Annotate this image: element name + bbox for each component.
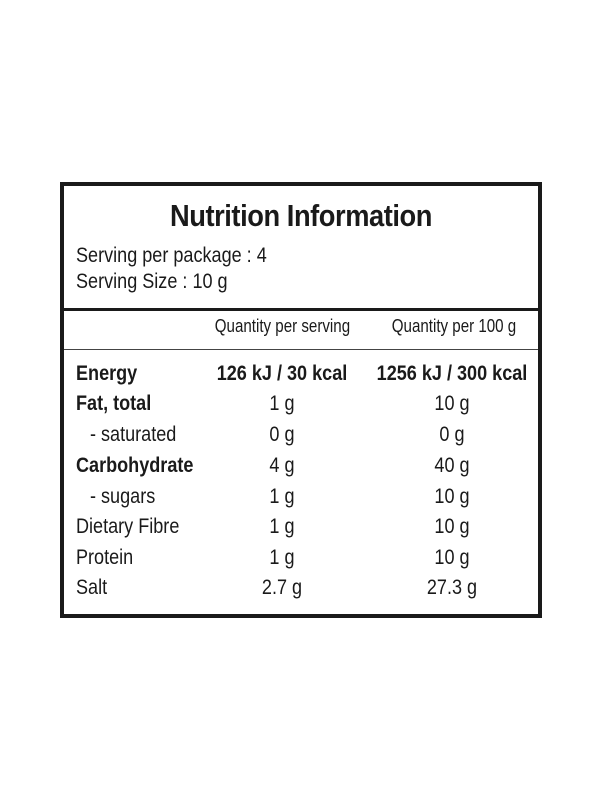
nutrient-label: Dietary Fibre	[76, 515, 180, 538]
nutrient-label: Protein	[76, 546, 134, 569]
nutrient-per-serving: 0 g	[269, 423, 295, 446]
nutrient-per-100g: 10 g	[434, 485, 470, 508]
nutrient-label: - saturated	[90, 423, 177, 446]
nutrient-per-100g: 0 g	[439, 423, 465, 446]
nutrient-per-serving: 1 g	[269, 392, 295, 415]
nutrient-row-salt: Salt 2.7 g 27.3 g	[64, 576, 538, 607]
column-header-divider	[64, 349, 538, 350]
column-header-per-serving: Quantity per serving	[214, 316, 351, 336]
nutrient-per-100g: 10 g	[434, 515, 470, 538]
header-divider	[64, 308, 538, 311]
nutrient-row-sugars: - sugars 1 g 10 g	[64, 485, 538, 516]
nutrient-per-100g: 40 g	[434, 454, 470, 477]
serving-per-package: Serving per package : 4	[76, 244, 267, 267]
panel-title: Nutrition Information	[169, 198, 432, 233]
nutrient-per-100g: 27.3 g	[426, 576, 478, 599]
nutrient-label: Carbohydrate	[76, 454, 194, 477]
nutrient-per-serving: 2.7 g	[261, 576, 303, 599]
nutrient-per-100g: 1256 kJ / 300 kcal	[376, 362, 528, 385]
serving-size: Serving Size : 10 g	[76, 270, 228, 293]
nutrient-label: Fat, total	[76, 392, 152, 415]
nutrient-row-carbohydrate: Carbohydrate 4 g 40 g	[64, 454, 538, 485]
nutrient-row-fat-total: Fat, total 1 g 10 g	[64, 392, 538, 423]
nutrient-row-dietary-fibre: Dietary Fibre 1 g 10 g	[64, 515, 538, 546]
nutrient-per-serving: 4 g	[269, 454, 295, 477]
nutrient-label: - sugars	[90, 485, 156, 508]
nutrient-per-100g: 10 g	[434, 546, 470, 569]
nutrient-row-energy: Energy 126 kJ / 30 kcal 1256 kJ / 300 kc…	[64, 362, 538, 393]
column-header-per-100g: Quantity per 100 g	[391, 316, 517, 336]
nutrient-per-serving: 1 g	[269, 485, 295, 508]
nutrient-row-saturated: - saturated 0 g 0 g	[64, 423, 538, 454]
nutrient-per-serving: 1 g	[269, 515, 295, 538]
nutrient-label: Salt	[76, 576, 108, 599]
nutrient-label: Energy	[76, 362, 138, 385]
nutrient-per-100g: 10 g	[434, 392, 470, 415]
nutrient-row-protein: Protein 1 g 10 g	[64, 546, 538, 577]
nutrient-per-serving: 1 g	[269, 546, 295, 569]
nutrient-per-serving: 126 kJ / 30 kcal	[216, 362, 348, 385]
nutrition-panel: Nutrition Information Serving per packag…	[60, 182, 542, 618]
